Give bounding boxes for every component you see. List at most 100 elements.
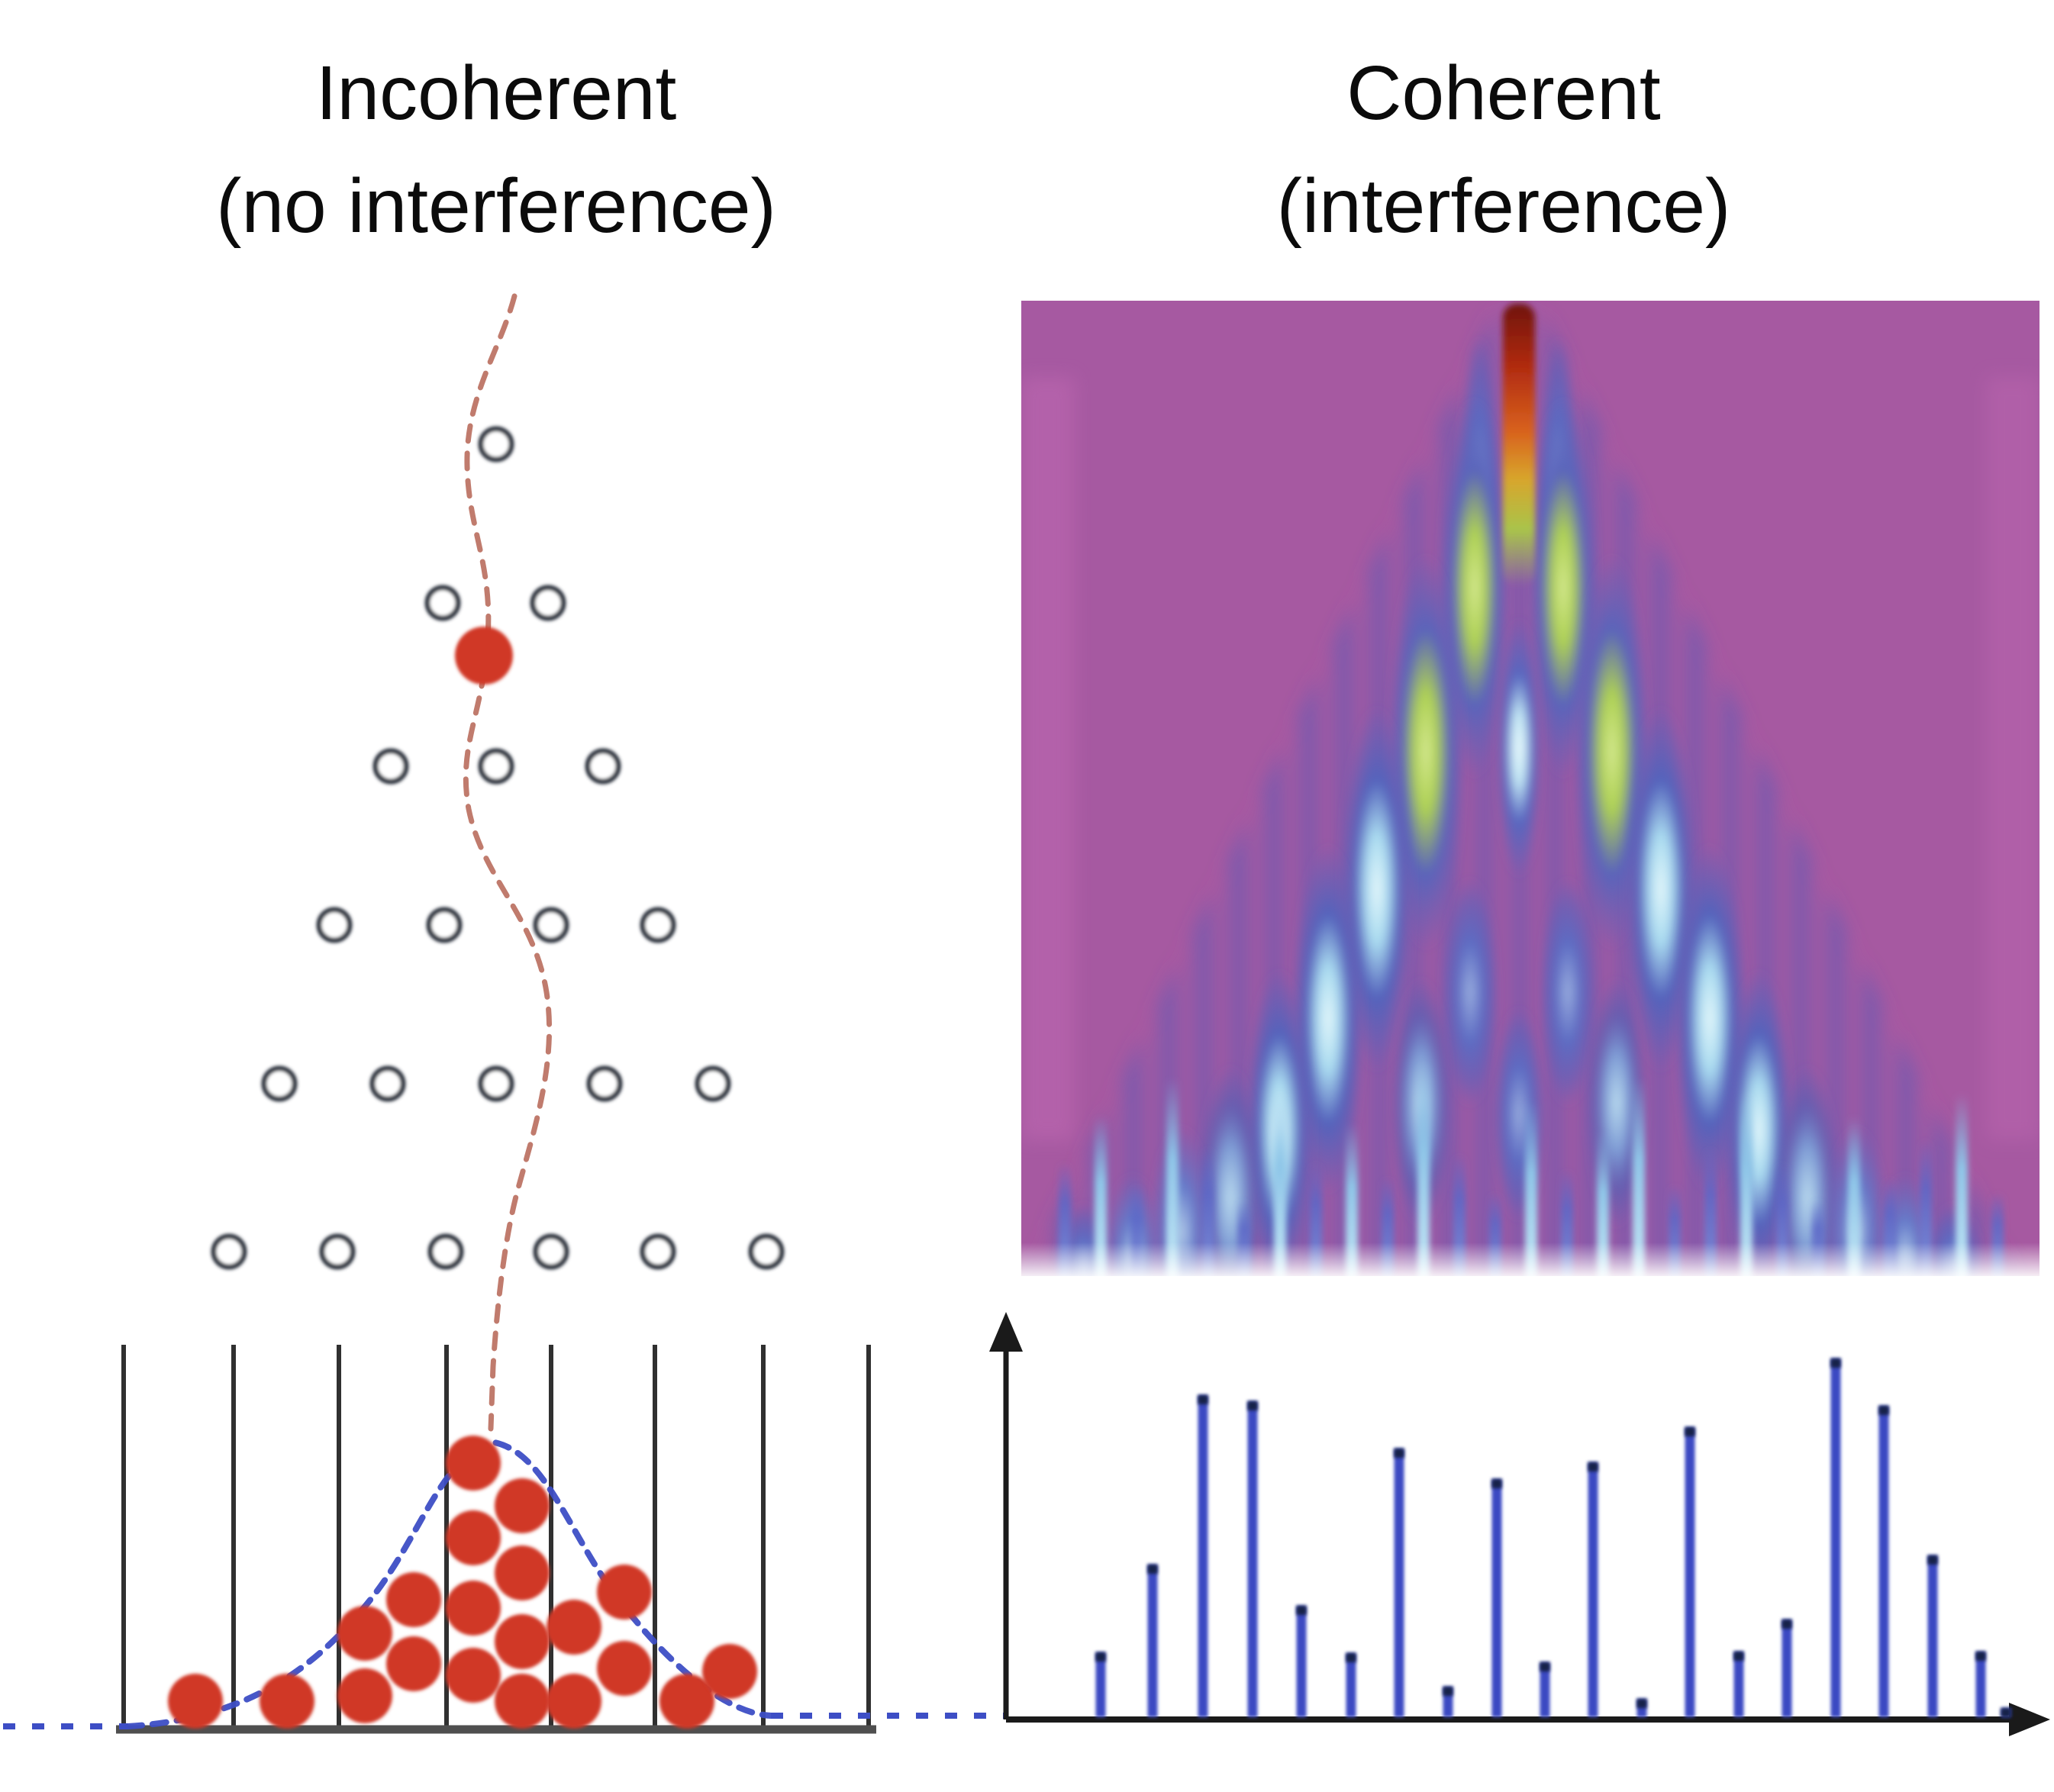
probability-bar-tip (1782, 1620, 1792, 1629)
pile-ball (446, 1510, 501, 1565)
bottom-fringe-streak (1417, 1062, 1430, 1276)
probability-bar-tip (1636, 1699, 1647, 1708)
pile-ball (547, 1600, 601, 1655)
probability-bar (1878, 1406, 1889, 1717)
probability-bar-tip (1247, 1401, 1258, 1410)
probability-bar-tip (2001, 1708, 2011, 1717)
peg (530, 585, 566, 621)
peg (748, 1233, 785, 1270)
interference-lobe-blueC (1443, 878, 1498, 1107)
probability-bar-tip (1394, 1449, 1404, 1458)
bottom-fringe-streak (1525, 1101, 1537, 1276)
pile-ball (337, 1668, 392, 1723)
peg (586, 1065, 623, 1102)
probability-bar-tip (1147, 1565, 1158, 1574)
heatmap-bottom-fade (1021, 1242, 2039, 1276)
probability-bar-tip (1198, 1395, 1208, 1404)
pile-ball (597, 1565, 652, 1620)
probability-bar-tip (1927, 1555, 1938, 1565)
probability-bar (1394, 1449, 1404, 1717)
probability-bar (1927, 1555, 1938, 1717)
probability-bar-tip (1733, 1652, 1744, 1661)
probability-bar (1685, 1427, 1695, 1717)
peg (211, 1233, 247, 1270)
probability-bar (1975, 1652, 1986, 1717)
pile-ball (495, 1614, 550, 1669)
probability-bar (1247, 1401, 1258, 1717)
ball-trajectory-dashed (463, 293, 553, 1432)
falling-ball (455, 627, 513, 685)
y-axis-arrowhead (989, 1312, 1023, 1352)
pile-ball (386, 1636, 441, 1691)
probability-bar (1147, 1565, 1158, 1717)
pile-ball (260, 1674, 314, 1729)
bottom-fringe-streak (1166, 1078, 1179, 1276)
peg (478, 748, 514, 785)
probability-bar (1095, 1652, 1106, 1717)
bottom-fringe-streak (1740, 1093, 1753, 1276)
peg (533, 1233, 569, 1270)
pile-ball (659, 1674, 714, 1729)
probability-bar (1491, 1479, 1502, 1717)
peg (424, 585, 461, 621)
bottom-fringe-streak (1633, 1078, 1645, 1276)
probability-bar (1296, 1606, 1307, 1717)
gaussian-envelope-dashed (125, 1439, 774, 1729)
right-title-line2: (interference) (1276, 163, 1731, 249)
probability-bar-tip (1491, 1479, 1502, 1488)
pile-ball (168, 1674, 223, 1729)
peg (585, 748, 621, 785)
interference-lobe-blueC (1540, 878, 1595, 1107)
pile-ball (495, 1478, 550, 1533)
pile-ball (495, 1674, 550, 1729)
left-title-line2: (no interference) (216, 163, 776, 249)
pile-ball (597, 1641, 652, 1696)
bottom-fringe-streak (1597, 1131, 1609, 1276)
peg (478, 426, 514, 463)
pile-ball (337, 1606, 392, 1661)
probability-bar (1346, 1653, 1356, 1717)
peg (695, 1065, 731, 1102)
probability-bar-tip (1346, 1653, 1356, 1662)
probability-bar (1588, 1462, 1598, 1717)
probability-bar-tip (1443, 1687, 1453, 1696)
pile-ball (446, 1436, 501, 1491)
bottom-fringe-streak (1274, 1093, 1286, 1276)
peg (478, 1065, 514, 1102)
peg (640, 907, 676, 943)
peg (426, 907, 463, 943)
probability-bar-tip (1540, 1662, 1550, 1671)
coherent-heatmap (1021, 301, 2039, 1276)
bottom-fringe-streak (1956, 1093, 1968, 1276)
bottom-fringe-streak (1848, 1116, 1860, 1276)
probability-bar (1540, 1662, 1550, 1717)
probability-bar (1782, 1620, 1792, 1717)
probability-bar-tip (1095, 1652, 1106, 1661)
peg (640, 1233, 676, 1270)
probability-bar (1198, 1395, 1208, 1717)
pile-ball (702, 1644, 757, 1699)
interference-lobe-cyanW (1496, 618, 1542, 878)
peg (533, 907, 569, 943)
right-title-line1: Coherent (1346, 50, 1661, 136)
pile-ball (446, 1648, 501, 1703)
probability-bar-tip (1296, 1606, 1307, 1615)
probability-bar-tip (1975, 1652, 1986, 1661)
initial-wavepacket-red-streak (1503, 304, 1535, 586)
peg (369, 1065, 406, 1102)
pile-ball (386, 1572, 441, 1627)
probability-bar (1733, 1652, 1744, 1717)
coherent-bar-chart (989, 1312, 2050, 1736)
incoherent-galton-panel (3, 293, 1006, 1734)
bottom-fringe-streak (1095, 1116, 1107, 1276)
right-panel-title: Coherent (interference) (1027, 37, 1981, 263)
peg (261, 1065, 298, 1102)
left-title-line1: Incoherent (315, 50, 677, 136)
probability-bar-tip (1588, 1462, 1598, 1471)
probability-bar-tip (1830, 1359, 1841, 1368)
pile-ball (547, 1674, 601, 1729)
peg (316, 907, 353, 943)
probability-bar (1830, 1359, 1841, 1717)
